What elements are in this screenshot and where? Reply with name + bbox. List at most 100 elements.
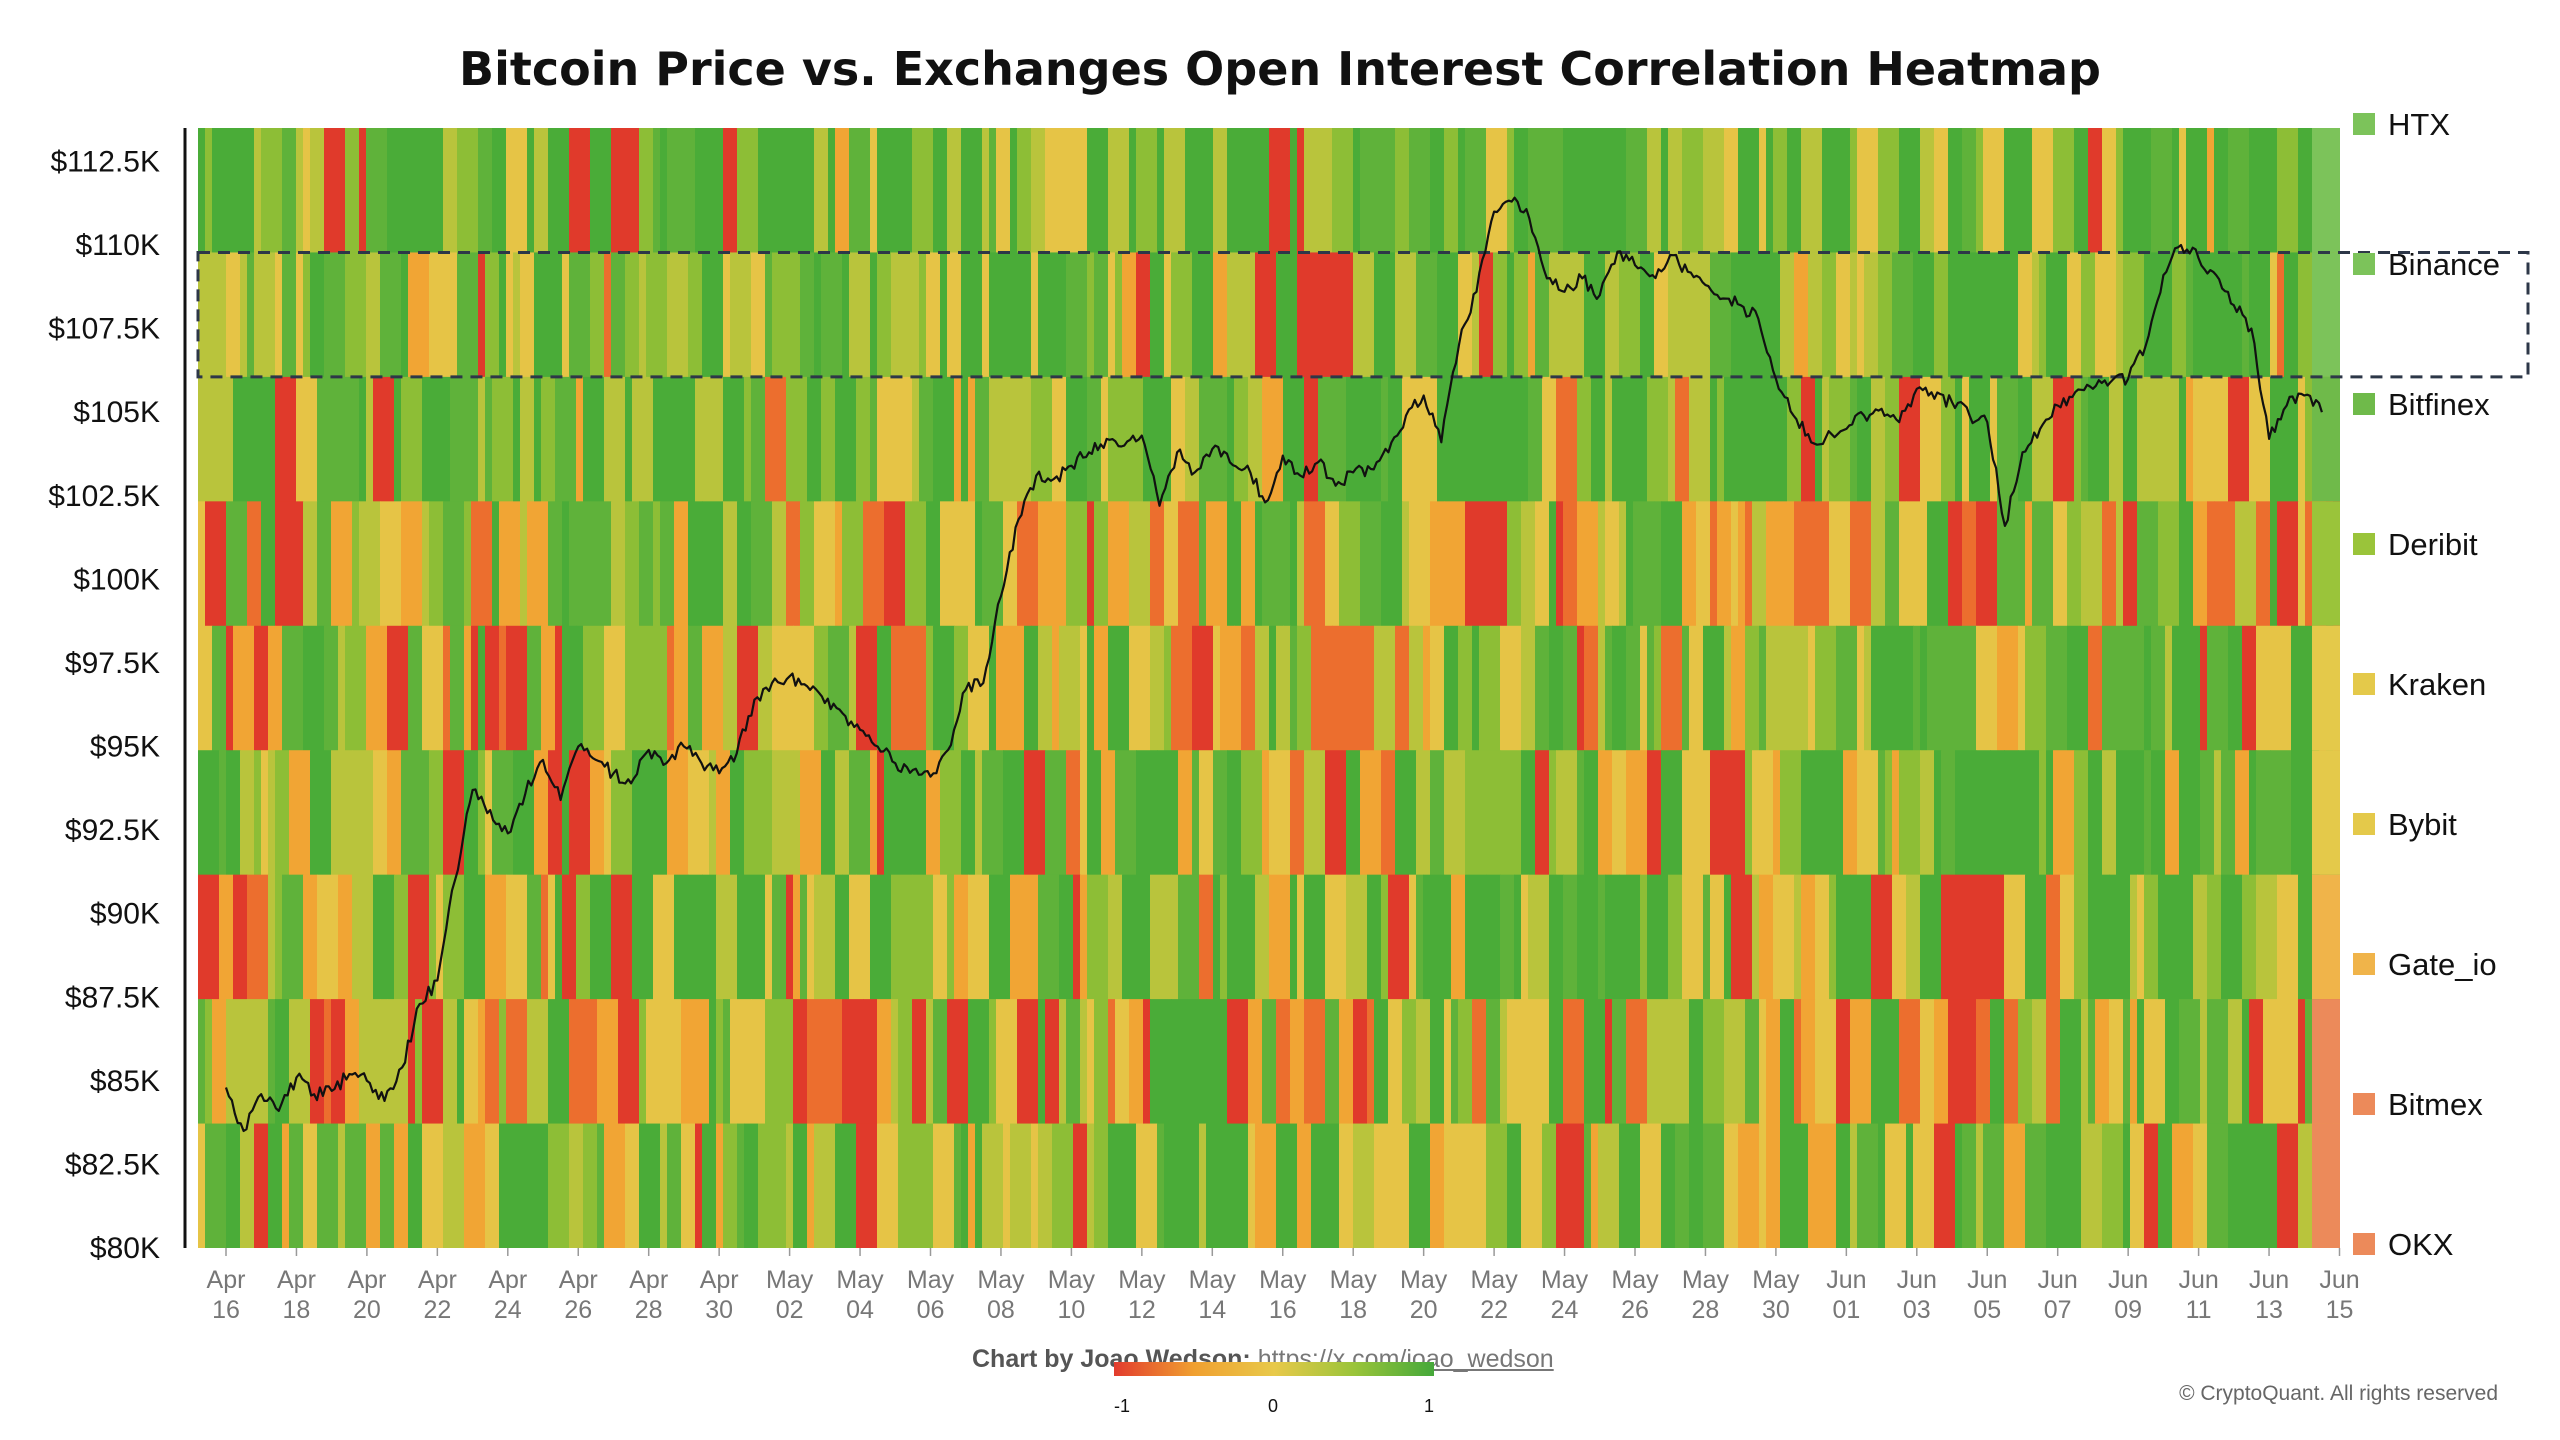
heatmap-cell-htx <box>1528 128 1550 254</box>
heatmap-cell-bitfinex <box>394 376 402 502</box>
heatmap-cell-binance <box>520 252 535 378</box>
heatmap-cell-deribit <box>2102 501 2117 627</box>
x-tick-label: Jun 15 <box>2319 1266 2359 1324</box>
heatmap-cell-bitfinex <box>632 376 654 502</box>
heatmap-cell-bitfinex <box>2179 376 2187 502</box>
heatmap-cell-kraken <box>576 625 584 751</box>
heatmap-cell-kraken <box>1297 625 1312 751</box>
heatmap-cell-bitfinex <box>856 376 871 502</box>
heatmap-cell-binance <box>513 252 521 378</box>
heatmap-cell-bitmex <box>1815 999 1837 1125</box>
heatmap-cell-bitfinex <box>1339 376 1347 502</box>
heatmap-cell-htx <box>198 128 206 254</box>
x-tick-label: May 18 <box>1330 1266 1378 1324</box>
heatmap-cell-gate_io <box>1794 874 1802 1000</box>
heatmap-cell-deribit <box>205 501 227 627</box>
heatmap-cell-gate_io <box>373 874 395 1000</box>
heatmap-cell-bitmex <box>898 999 913 1125</box>
heatmap-cell-kraken <box>1689 625 1704 751</box>
heatmap-cell-kraken <box>1521 625 1536 751</box>
heatmap-cell-binance <box>2242 252 2250 378</box>
heatmap-cell-bybit <box>261 750 269 876</box>
heatmap-cell-deribit <box>520 501 528 627</box>
heatmap-cell-bitmex <box>639 999 647 1125</box>
heatmap-cell-bitfinex <box>2109 376 2124 502</box>
heatmap-cell-bitfinex <box>1234 376 1249 502</box>
heatmap-cell-binance <box>1094 252 1102 378</box>
heatmap-cell-htx <box>359 128 367 254</box>
heatmap-cell-gate_io <box>1577 874 1599 1000</box>
heatmap-cell-htx <box>1269 128 1291 254</box>
heatmap-cell-deribit <box>772 501 787 627</box>
heatmap-cell-bitmex <box>1920 999 1928 1125</box>
heatmap-cell-bybit <box>289 750 311 876</box>
heatmap-cell-bitmex <box>1836 999 1851 1125</box>
heatmap-cell-kraken <box>1857 625 1865 751</box>
heatmap-cell-okx <box>1409 1123 1431 1248</box>
heatmap-cell-binance <box>842 252 850 378</box>
heatmap-cell-htx <box>1297 128 1305 254</box>
heatmap-cell-bitfinex <box>1969 376 1991 502</box>
heatmap-cell-bybit <box>2235 750 2250 876</box>
heatmap-cell-okx <box>933 1123 941 1248</box>
heatmap-cell-binance <box>611 252 626 378</box>
heatmap-cell-bitfinex <box>1955 376 1963 502</box>
heatmap-cell-binance <box>1108 252 1116 378</box>
heatmap-cell-binance <box>254 252 276 378</box>
heatmap-cell-bitfinex <box>443 376 451 502</box>
heatmap-cell-bitmex <box>618 999 640 1125</box>
heatmap-cell-okx <box>1206 1123 1228 1248</box>
heatmap-cell-binance <box>247 252 255 378</box>
heatmap-cell-bitmex <box>1584 999 1606 1125</box>
heatmap-cell-gate_io <box>674 874 689 1000</box>
heatmap-cell-gate_io <box>849 874 857 1000</box>
heatmap-cell-okx <box>1003 1123 1011 1248</box>
y-tick-label: $102.5K <box>48 480 160 513</box>
heatmap-cell-htx <box>548 128 570 254</box>
heatmap-cell-okx <box>1255 1123 1277 1248</box>
heatmap-cell-htx <box>828 128 836 254</box>
heatmap-cell-kraken <box>1276 625 1284 751</box>
heatmap-cell-deribit <box>1507 501 1522 627</box>
heatmap-cell-htx <box>1948 128 1963 254</box>
heatmap-cell-kraken <box>1563 625 1578 751</box>
heatmap-cell-deribit <box>1745 501 1753 627</box>
y-tick-label: $85K <box>90 1065 160 1098</box>
heatmap-cell-bybit <box>821 750 836 876</box>
heatmap-cell-binance <box>1087 252 1095 378</box>
heatmap-cell-binance <box>1619 252 1641 378</box>
heatmap-cell-htx <box>345 128 360 254</box>
heatmap-cell-kraken <box>772 625 794 751</box>
heatmap-cell-bybit <box>268 750 276 876</box>
heatmap-cell-gate_io <box>933 874 948 1000</box>
heatmap-cell-deribit <box>2137 501 2159 627</box>
heatmap-cell-gate_io <box>282 874 304 1000</box>
heatmap-cell-htx <box>289 128 297 254</box>
heatmap-cell-okx <box>1311 1123 1326 1248</box>
heatmap-cell-okx <box>485 1123 500 1248</box>
x-tick-label: May 10 <box>1048 1266 1096 1324</box>
heatmap-cell-bitfinex <box>1556 376 1578 502</box>
heatmap-cell-okx <box>2193 1123 2208 1248</box>
heatmap-cell-bybit <box>1325 750 1347 876</box>
heatmap-cell-okx <box>464 1123 486 1248</box>
heatmap-cell-bitfinex <box>1857 376 1872 502</box>
heatmap-cell-bitfinex <box>366 376 374 502</box>
heatmap-cell-deribit <box>2067 501 2082 627</box>
heatmap-cell-htx <box>282 128 290 254</box>
heatmap-cell-kraken <box>1787 625 1809 751</box>
heatmap-cell-deribit <box>1794 501 1809 627</box>
heatmap-cell-kraken <box>1290 625 1298 751</box>
heatmap-cell-gate_io <box>2207 874 2222 1000</box>
heatmap-cell-htx <box>1773 128 1788 254</box>
heatmap-cell-okx <box>1388 1123 1410 1248</box>
heatmap-cell-bitfinex <box>1129 376 1144 502</box>
heatmap-cell-gate_io <box>1619 874 1641 1000</box>
heatmap-cell-deribit <box>1766 501 1774 627</box>
heatmap-cell-okx <box>1339 1123 1354 1248</box>
heatmap-cell-bitfinex <box>492 376 514 502</box>
heatmap-cell-binance <box>485 252 500 378</box>
heatmap-cell-gate_io <box>856 874 871 1000</box>
heatmap-cell-bitmex <box>1409 999 1417 1125</box>
heatmap-cell-bybit <box>1192 750 1200 876</box>
